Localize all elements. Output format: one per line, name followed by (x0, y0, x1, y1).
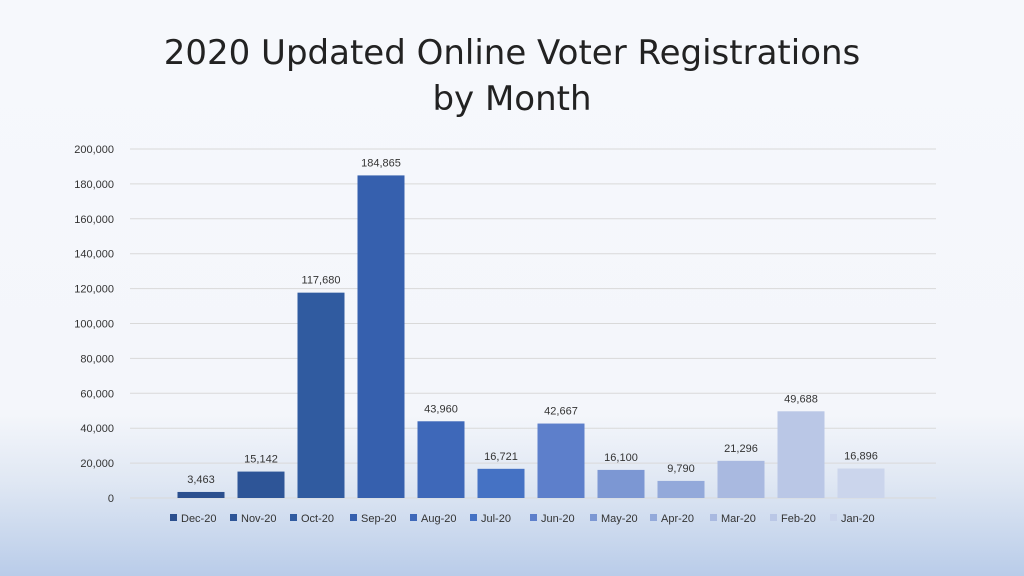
legend-swatch (530, 514, 537, 521)
y-tick-label: 80,000 (80, 353, 114, 365)
legend-swatch (590, 514, 597, 521)
legend-label: Jan-20 (841, 513, 875, 525)
bar (177, 491, 225, 498)
data-label: 49,688 (784, 393, 818, 405)
bar (297, 292, 345, 498)
legend-swatch (290, 514, 297, 521)
y-tick-label: 100,000 (74, 319, 114, 331)
chart-title-line-1: 2020 Updated Online Voter Registrations (163, 33, 861, 73)
legend-swatch (650, 514, 657, 521)
legend-label: Nov-20 (241, 513, 276, 525)
gridlines (130, 148, 936, 499)
legend-label: Aug-20 (421, 513, 456, 525)
legend-label: Oct-20 (301, 513, 334, 525)
data-labels: 3,463 15,142 117,680 184,865 43,960 16,721 42,… (187, 157, 878, 486)
data-label: 16,100 (604, 452, 638, 464)
data-label: 9,790 (667, 463, 695, 475)
data-label: 43,960 (424, 403, 458, 415)
legend-swatch (170, 514, 177, 521)
bar (537, 423, 585, 498)
legend-label: Dec-20 (181, 513, 216, 525)
y-tick-label: 120,000 (74, 284, 114, 296)
legend-swatch (770, 514, 777, 521)
bar (657, 480, 705, 498)
legend-label: Apr-20 (661, 513, 694, 525)
bar (477, 468, 525, 498)
data-label: 3,463 (187, 474, 215, 486)
legend-label: Jul-20 (481, 513, 511, 525)
bars (177, 175, 885, 498)
data-label: 21,296 (724, 443, 758, 455)
legend-swatch (470, 514, 477, 521)
legend-label: May-20 (601, 513, 638, 525)
data-label: 42,667 (544, 406, 578, 418)
legend-swatch (230, 514, 237, 521)
y-tick-label: 200,000 (74, 144, 114, 156)
legend-label: Mar-20 (721, 513, 756, 525)
bar (717, 460, 765, 498)
bar (237, 471, 285, 498)
chart-title-line-2: by Month (432, 79, 592, 119)
legend-label: Sep-20 (361, 513, 396, 525)
legend: Dec-20 Nov-20 Oct-20 Sep-20 Aug-20 Jul-20 Jun-… (170, 513, 875, 525)
bar (597, 469, 645, 498)
y-tick-label: 60,000 (80, 388, 114, 400)
data-label: 16,721 (484, 451, 518, 463)
chart-title: 2020 Updated Online Voter Registrations … (0, 30, 1024, 122)
y-tick-label: 160,000 (74, 214, 114, 226)
data-label: 15,142 (244, 454, 278, 466)
y-tick-label: 140,000 (74, 249, 114, 261)
y-tick-label: 40,000 (80, 423, 114, 435)
legend-swatch (830, 514, 837, 521)
y-tick-label: 180,000 (74, 179, 114, 191)
data-label: 117,680 (302, 275, 341, 287)
bar (837, 468, 885, 498)
y-axis: 0 20,000 40,000 60,000 80,000 100,000 120,000 1… (74, 144, 114, 505)
data-label: 16,896 (844, 451, 878, 463)
legend-swatch (410, 514, 417, 521)
legend-label: Jun-20 (541, 513, 575, 525)
legend-label: Feb-20 (781, 513, 816, 525)
legend-swatch (350, 514, 357, 521)
y-tick-label: 20,000 (80, 458, 114, 470)
data-label: 184,865 (361, 157, 401, 169)
bar (777, 411, 825, 498)
bar (417, 421, 465, 498)
y-tick-label: 0 (108, 493, 114, 505)
legend-swatch (710, 514, 717, 521)
bar (357, 175, 405, 498)
